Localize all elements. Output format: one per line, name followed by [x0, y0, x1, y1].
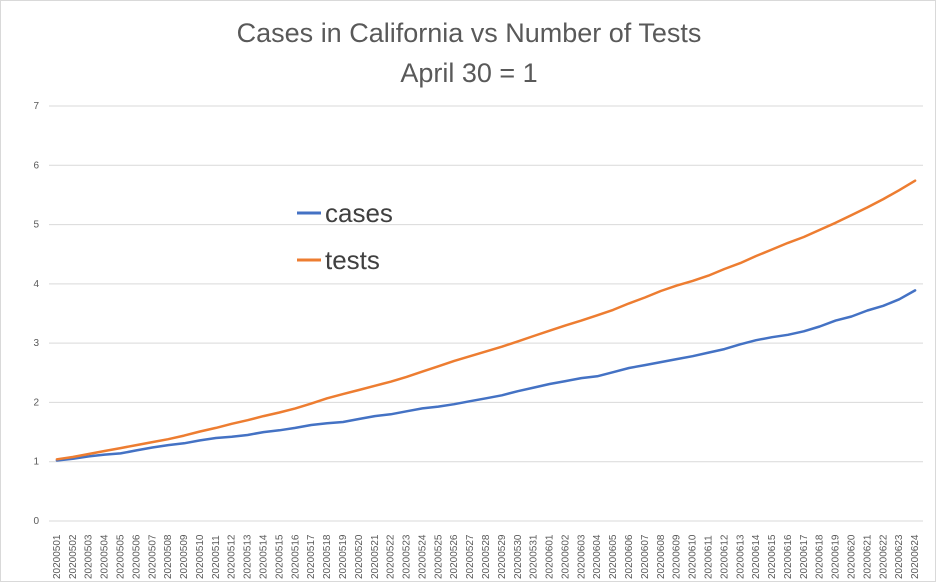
legend-cases-label: cases	[325, 198, 393, 228]
x-tick-label: 20200529	[497, 534, 508, 579]
x-tick-label: 20200507	[147, 534, 158, 579]
x-tick-label: 20200613	[735, 534, 746, 579]
x-tick-label: 20200517	[306, 534, 317, 579]
x-tick-label: 20200616	[783, 534, 794, 579]
x-tick-label: 20200502	[68, 534, 79, 579]
x-tick-label: 20200527	[465, 534, 476, 579]
x-tick-label: 20200620	[846, 534, 857, 579]
x-tick-label: 20200521	[370, 534, 381, 579]
x-tick-label: 20200522	[386, 534, 397, 579]
x-tick-label: 20200512	[227, 534, 238, 579]
x-tick-label: 20200501	[52, 534, 63, 579]
x-tick-label: 20200515	[274, 534, 285, 579]
x-tick-label: 20200601	[545, 534, 556, 579]
x-tick-label: 20200621	[862, 534, 873, 579]
x-tick-label: 20200510	[195, 534, 206, 579]
x-tick-label: 20200519	[338, 534, 349, 579]
y-tick-label: 7	[33, 101, 39, 112]
y-tick-label: 4	[33, 279, 39, 290]
x-tick-label: 20200614	[751, 534, 762, 579]
x-tick-label: 20200523	[402, 534, 413, 579]
y-tick-label: 0	[33, 516, 39, 527]
y-tick-label: 3	[33, 338, 39, 349]
x-tick-label: 20200505	[116, 534, 127, 579]
y-tick-label: 2	[33, 397, 39, 408]
x-tick-label: 20200520	[354, 534, 365, 579]
x-tick-label: 20200531	[529, 534, 540, 579]
x-tick-label: 20200602	[560, 534, 571, 579]
x-tick-label: 20200605	[608, 534, 619, 579]
x-tick-label: 20200618	[815, 534, 826, 579]
x-tick-label: 20200619	[831, 534, 842, 579]
chart-title: Cases in California vs Number of Tests	[237, 18, 702, 48]
legend: cases tests	[297, 198, 393, 275]
y-tick-label: 6	[33, 160, 39, 171]
x-tick-label: 20200525	[433, 534, 444, 579]
x-tick-label: 20200503	[84, 534, 95, 579]
x-tick-label: 20200506	[131, 534, 142, 579]
y-tick-label: 1	[33, 457, 39, 468]
x-tick-label: 20200530	[513, 534, 524, 579]
x-tick-label: 20200603	[576, 534, 587, 579]
x-tick-label: 20200526	[449, 534, 460, 579]
x-tick-label: 20200624	[910, 534, 921, 579]
legend-tests-label: tests	[325, 245, 380, 275]
x-tick-label: 20200524	[417, 534, 428, 579]
chart-subtitle: April 30 = 1	[400, 58, 537, 88]
x-tick-label: 20200504	[100, 534, 111, 579]
series-lines	[55, 179, 917, 462]
x-tick-label: 20200612	[719, 534, 730, 579]
x-tick-label: 20200509	[179, 534, 190, 579]
x-tick-label: 20200606	[624, 534, 635, 579]
series-line-cases	[55, 289, 917, 462]
gridlines	[49, 105, 923, 522]
series-line-tests	[55, 179, 917, 461]
y-axis-ticks: 0 1 2 3 4 5 6 7	[33, 101, 39, 527]
y-tick-label: 5	[33, 220, 39, 231]
x-tick-label: 20200513	[243, 534, 254, 579]
x-tick-label: 20200609	[672, 534, 683, 579]
x-tick-label: 20200604	[592, 534, 603, 579]
x-tick-label: 20200622	[878, 534, 889, 579]
x-tick-label: 20200607	[640, 534, 651, 579]
x-tick-label: 20200528	[481, 534, 492, 579]
x-tick-label: 20200608	[656, 534, 667, 579]
x-tick-label: 20200611	[703, 535, 714, 579]
x-tick-label: 20200516	[290, 534, 301, 579]
x-tick-label: 20200511	[211, 535, 222, 579]
x-tick-label: 20200514	[259, 534, 270, 579]
x-axis-ticks: 20200501 20200502 20200503 20200504 20200505…	[52, 534, 921, 579]
x-tick-label: 20200508	[163, 534, 174, 579]
x-tick-label: 20200518	[322, 534, 333, 579]
x-tick-label: 20200615	[767, 534, 778, 579]
x-tick-label: 20200610	[688, 534, 699, 579]
x-tick-label: 20200617	[799, 534, 810, 579]
x-tick-label: 20200623	[894, 534, 905, 579]
